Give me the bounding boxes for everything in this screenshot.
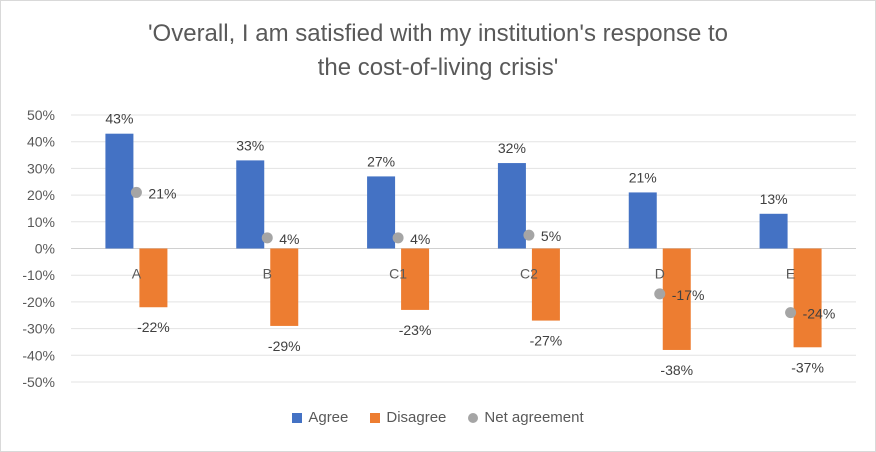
data-label-net-agreement: 4%	[410, 231, 430, 247]
y-tick-label: 30%	[27, 160, 55, 176]
x-tick-label: C2	[520, 266, 538, 282]
data-label-net-agreement: 21%	[148, 185, 176, 201]
data-label-agree: 33%	[236, 137, 264, 153]
bar-disagree	[139, 248, 168, 308]
data-label-disagree: -23%	[399, 322, 432, 338]
data-label-agree: 27%	[367, 153, 395, 169]
y-tick-label: 20%	[27, 187, 55, 203]
y-tick-label: 40%	[27, 134, 55, 150]
x-tick-label: B	[263, 266, 272, 282]
data-label-disagree: -27%	[530, 333, 563, 349]
x-tick-label: E	[786, 266, 795, 282]
data-label-agree: 32%	[498, 140, 526, 156]
legend-swatch-disagree	[370, 412, 381, 423]
y-tick-label: 0%	[35, 241, 55, 257]
x-tick-label: C1	[389, 266, 407, 282]
legend-item-net-agreement: Net agreement	[468, 409, 584, 426]
bar-agree	[367, 176, 396, 249]
y-tick-label: 10%	[27, 214, 55, 230]
bar-agree	[236, 160, 265, 249]
data-label-net-agreement: -24%	[803, 306, 836, 322]
bar-agree	[628, 192, 657, 249]
marker-net-agreement	[654, 288, 666, 300]
data-label-agree: 43%	[105, 111, 133, 127]
bar-disagree	[401, 248, 430, 310]
data-label-disagree: -38%	[660, 362, 693, 378]
legend-label-agree: Agree	[308, 409, 349, 426]
data-label-disagree: -37%	[791, 359, 824, 375]
data-label-disagree: -29%	[268, 338, 301, 354]
legend-item-agree: Agree	[292, 409, 348, 426]
legend-swatch-agree	[292, 412, 303, 423]
x-tick-label: D	[655, 266, 665, 282]
legend-item-disagree: Disagree	[370, 409, 446, 426]
chart-title-line-1: 'Overall, I am satisfied with my institu…	[147, 20, 729, 47]
legend-label-disagree: Disagree	[386, 409, 447, 426]
data-label-net-agreement: 5%	[541, 228, 561, 244]
y-tick-label: -50%	[22, 374, 55, 390]
y-tick-label: -40%	[22, 347, 55, 363]
bar-disagree	[793, 248, 822, 348]
data-label-agree: 21%	[629, 169, 657, 185]
bar-agree	[759, 213, 788, 249]
chart-title: 'Overall, I am satisfied with my institu…	[1, 17, 875, 85]
marker-net-agreement	[130, 186, 142, 198]
bar-agree	[497, 163, 526, 249]
data-label-disagree: -22%	[137, 319, 170, 335]
chart-legend: Agree Disagree Net agreement	[1, 409, 875, 426]
bar-disagree	[662, 248, 691, 350]
marker-net-agreement	[785, 307, 797, 319]
y-tick-label: -10%	[22, 267, 55, 283]
data-label-net-agreement: 4%	[279, 231, 299, 247]
bar-agree	[105, 133, 134, 249]
y-tick-label: 50%	[27, 107, 55, 123]
marker-net-agreement	[523, 229, 535, 241]
y-tick-label: -30%	[22, 321, 55, 337]
y-tick-label: -20%	[22, 294, 55, 310]
data-label-agree: 13%	[760, 191, 788, 207]
marker-net-agreement	[392, 232, 404, 244]
bar-disagree	[531, 248, 560, 321]
chart-title-line-2: the cost-of-living crisis'	[317, 54, 559, 81]
data-label-net-agreement: -17%	[672, 287, 705, 303]
legend-swatch-net-agreement	[468, 412, 479, 423]
legend-label-net-agreement: Net agreement	[484, 409, 584, 426]
bar-disagree	[270, 248, 299, 326]
marker-net-agreement	[261, 232, 273, 244]
x-tick-label: A	[132, 266, 142, 282]
